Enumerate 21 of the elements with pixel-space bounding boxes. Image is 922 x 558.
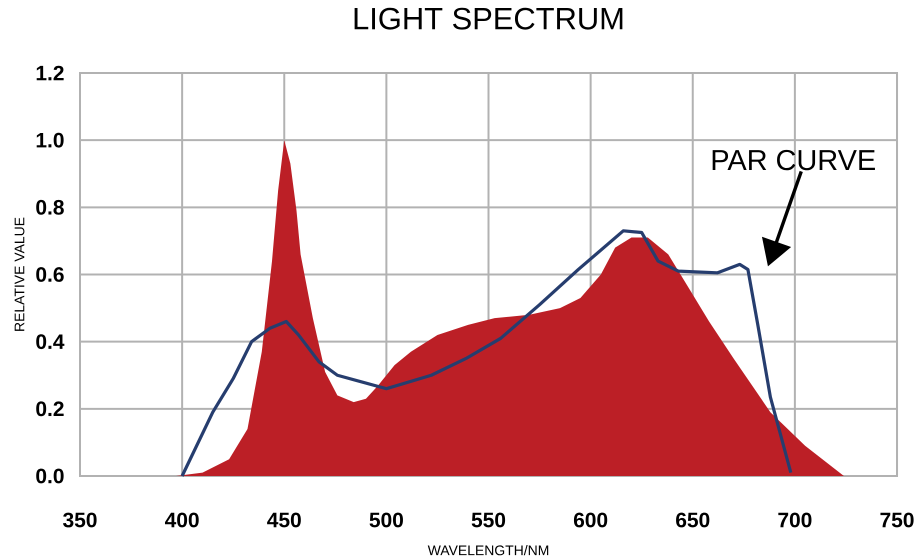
x-tick-label: 600 — [574, 512, 608, 528]
y-tick-label: 0.4 — [36, 334, 64, 350]
x-tick-label: 700 — [778, 512, 812, 528]
y-tick-label: 1.0 — [36, 132, 64, 148]
x-tick-label: 750 — [880, 512, 914, 528]
x-tick-label: 550 — [472, 512, 506, 528]
x-tick-label: 350 — [63, 512, 97, 528]
y-tick-label: 0.0 — [36, 468, 64, 484]
x-tick-label: 400 — [164, 512, 199, 528]
y-axis-title: RELATIVE VALUE — [14, 218, 24, 331]
y-tick-label: 0.2 — [36, 401, 64, 416]
x-axis-title: WAVELENGTH/NM — [428, 545, 548, 556]
x-tick-label: 450 — [267, 512, 301, 528]
chart-title: LIGHT SPECTRUM — [354, 8, 622, 30]
x-tick-label: 650 — [676, 512, 710, 528]
y-tick-label: 0.8 — [36, 200, 64, 215]
line-series — [180, 229, 792, 478]
x-tick-label: 500 — [370, 512, 403, 528]
annotation: PAR CURVE — [712, 150, 875, 170]
y-tick-label: 1.2 — [36, 66, 64, 80]
y-tick-label: 0.6 — [36, 267, 64, 282]
